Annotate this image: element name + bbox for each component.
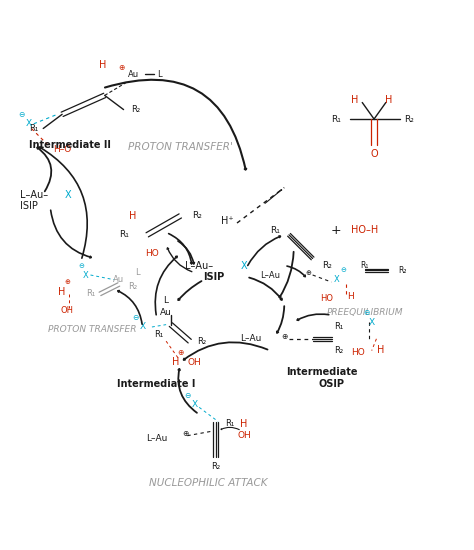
Text: +: +: [331, 224, 342, 236]
Text: OSIP: OSIP: [319, 379, 345, 389]
Text: L–Au–: L–Au–: [185, 261, 213, 271]
Text: PROTON TRANSFER: PROTON TRANSFER: [48, 325, 137, 334]
Text: R₂: R₂: [211, 462, 220, 471]
Text: L: L: [157, 70, 161, 79]
Text: ⊕: ⊕: [182, 429, 188, 438]
Text: R₂: R₂: [405, 114, 414, 124]
Text: H: H: [58, 287, 66, 296]
Text: OH: OH: [188, 358, 201, 367]
Text: ⊕: ⊕: [64, 279, 70, 285]
Text: R₂: R₂: [334, 346, 343, 355]
Text: H: H: [172, 358, 179, 367]
Text: X: X: [64, 190, 71, 200]
Text: ⊖: ⊖: [132, 313, 138, 322]
Text: H: H: [99, 60, 106, 70]
Text: R₁: R₁: [155, 329, 164, 339]
Text: R₂: R₂: [128, 282, 137, 292]
Text: ⊕: ⊕: [305, 270, 311, 276]
Text: R₁: R₁: [225, 419, 235, 428]
Text: X: X: [26, 119, 32, 128]
Text: L–Au: L–Au: [146, 433, 167, 443]
Text: ⊖: ⊖: [184, 391, 191, 400]
Text: R₁: R₁: [331, 114, 341, 124]
Text: H⁺: H⁺: [221, 216, 234, 225]
Text: R₁: R₁: [334, 322, 343, 332]
Text: Intermediate: Intermediate: [286, 367, 358, 377]
Text: R₂: R₂: [197, 337, 206, 345]
Text: PROTON TRANSFER': PROTON TRANSFER': [128, 142, 233, 152]
Text: HO: HO: [351, 349, 365, 358]
Text: ⊖: ⊖: [364, 309, 370, 317]
Text: H: H: [129, 211, 137, 221]
Text: H–O: H–O: [53, 145, 71, 154]
Text: X: X: [241, 261, 247, 271]
Text: R₂: R₂: [192, 211, 202, 221]
Text: Au: Au: [128, 70, 138, 79]
Text: R₁: R₁: [29, 124, 38, 133]
Text: X: X: [369, 318, 375, 327]
Text: HO: HO: [145, 249, 159, 258]
Text: L–Au–: L–Au–: [19, 190, 48, 200]
Text: R₂: R₂: [131, 105, 140, 114]
Text: OH: OH: [60, 306, 73, 315]
Text: H: H: [384, 95, 392, 105]
Text: ISIP: ISIP: [203, 272, 224, 282]
Text: HO: HO: [320, 294, 333, 303]
Text: ⊕: ⊕: [177, 349, 183, 358]
Text: H: H: [377, 345, 385, 355]
Text: HO–H: HO–H: [351, 225, 378, 235]
Text: O: O: [370, 150, 378, 160]
Text: ⊖: ⊖: [78, 262, 84, 268]
Text: ⊖: ⊖: [19, 110, 25, 119]
Text: R₁: R₁: [360, 261, 369, 270]
Text: H: H: [351, 95, 359, 105]
Text: X: X: [333, 275, 339, 284]
Text: ISIP: ISIP: [19, 201, 37, 211]
Text: Au: Au: [113, 275, 124, 284]
Text: NUCLEOPHILIC ATTACK: NUCLEOPHILIC ATTACK: [149, 478, 268, 488]
Text: L: L: [164, 296, 169, 305]
Text: L: L: [136, 268, 140, 277]
Text: L–Au: L–Au: [240, 334, 262, 343]
Text: ⊖: ⊖: [340, 267, 346, 273]
Text: L–Au: L–Au: [260, 271, 280, 279]
Text: H: H: [240, 419, 248, 429]
Text: X: X: [139, 322, 146, 332]
Text: X: X: [191, 400, 198, 409]
Text: R₁: R₁: [86, 289, 95, 299]
Text: R₂: R₂: [398, 266, 407, 275]
Text: R₁: R₁: [270, 226, 280, 235]
Text: R₂: R₂: [322, 261, 332, 270]
Text: Intermediate II: Intermediate II: [29, 140, 111, 150]
Text: OH: OH: [237, 431, 251, 440]
Text: PREEQUILIBRIUM: PREEQUILIBRIUM: [327, 309, 403, 317]
Text: X: X: [83, 271, 89, 279]
Text: Intermediate I: Intermediate I: [118, 379, 196, 389]
Text: ⊕: ⊕: [281, 332, 287, 341]
Text: ⊕: ⊕: [118, 63, 124, 72]
Text: H: H: [347, 292, 354, 301]
Text: R₁: R₁: [118, 230, 128, 239]
Text: Au: Au: [160, 309, 172, 317]
